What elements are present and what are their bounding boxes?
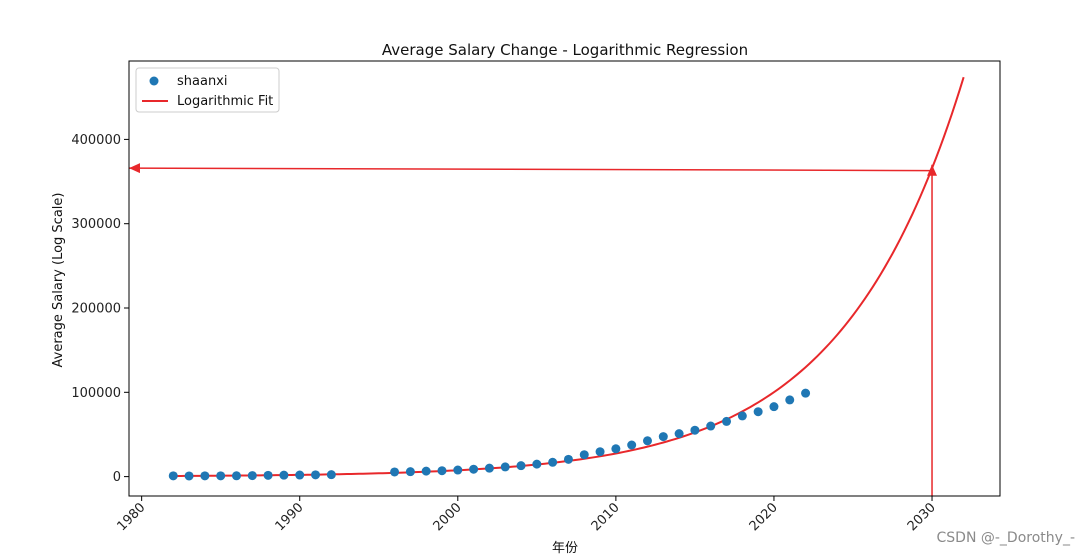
data-point [690,425,700,435]
annotation-arrow-head [129,163,141,174]
data-point [279,470,289,480]
x-tick-label: 2000 [431,500,465,534]
data-point [627,440,637,450]
data-point [611,444,621,454]
watermark: CSDN @-_Dorothy_- [937,530,1075,546]
data-point [769,402,779,412]
x-tick-label: 2010 [589,500,623,534]
data-point [421,466,431,476]
plot-frame [128,60,1001,497]
legend-label-fit: Logarithmic Fit [177,94,273,109]
legend-marker-scatter [149,76,159,86]
data-point [579,450,589,460]
data-point [753,407,763,417]
annotation-arrows [128,163,938,496]
data-point [595,447,605,457]
x-tick-label: 1990 [273,500,307,534]
y-axis-ticks: 0 100000 200000 300000 400000 [71,133,129,485]
data-point [516,461,526,471]
y-tick-label: 400000 [71,133,121,148]
data-point [548,457,558,467]
x-axis-ticks: 1980 1990 2000 2010 2020 2030 [114,496,939,534]
x-axis-label: 年份 [552,541,578,556]
annotation-arrow-line [128,167,933,172]
data-point [231,471,241,481]
data-point [453,465,463,475]
data-point [216,471,226,481]
data-point [311,470,321,480]
data-point [484,463,494,473]
y-tick-label: 200000 [71,302,121,317]
y-tick-label: 100000 [71,386,121,401]
data-point [200,471,210,481]
data-point [437,466,447,476]
scatter-series [168,388,811,481]
data-point [674,429,684,439]
legend-label-shaanxi: shaanxi [177,74,228,89]
legend-box [135,67,280,113]
data-point [722,416,732,426]
x-tick-label: 2030 [905,500,939,534]
y-tick-label: 300000 [71,217,121,232]
data-point [390,467,400,477]
data-point [642,436,652,446]
data-point [469,464,479,474]
fit-curve [173,76,965,477]
data-point [326,470,336,480]
data-point [500,462,510,472]
data-point [184,471,194,481]
data-point [168,471,178,481]
y-axis-label: Average Salary (Log Scale) [51,193,66,368]
data-point [706,421,716,431]
data-point [295,470,305,480]
x-tick-label: 2020 [747,500,781,534]
fit-line-series [173,76,965,477]
y-tick-label: 0 [113,470,121,485]
data-point [532,459,542,469]
data-point [263,470,273,480]
data-point [247,471,257,481]
legend: shaanxi Logarithmic Fit [135,67,280,113]
data-point [801,388,811,398]
data-point [785,395,795,405]
x-tick-label: 1980 [114,500,148,534]
data-point [658,432,668,442]
chart-title: Average Salary Change - Logarithmic Regr… [382,41,748,59]
data-point [737,411,747,421]
data-point [405,467,415,477]
data-point [563,454,573,464]
